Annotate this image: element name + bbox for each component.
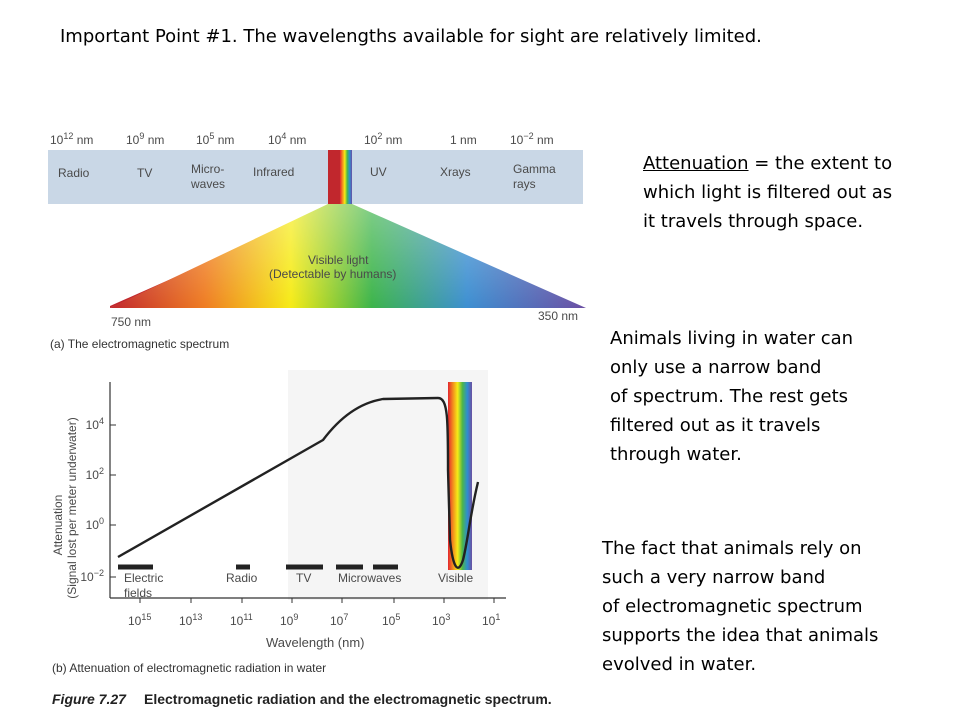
figure-caption: Figure 7.27 Electromagnetic radiation an… bbox=[52, 691, 552, 707]
x-tick-labels: 1015 1013 1011 109 107 105 103 101 bbox=[128, 612, 500, 628]
spectrum-figure: 1012 nm 109 nm 105 nm 104 nm 102 nm 1 nm 10−2 … bbox=[38, 120, 588, 720]
attenuation-curve bbox=[117, 396, 480, 569]
y-tick-label-0: 104 bbox=[86, 416, 104, 432]
evolution-note: The fact that animals rely on such a ver… bbox=[602, 538, 879, 675]
x-tick-label-4: 107 bbox=[330, 612, 348, 628]
band-gamma: Gamma bbox=[513, 162, 556, 176]
figure-b: 104 102 100 10−2 Attenuation (Signal lost p… bbox=[51, 370, 506, 675]
y-axis-sublabel: (Signal lost per meter underwater) bbox=[65, 417, 79, 598]
band-electric: Electric bbox=[124, 571, 163, 585]
band-fields: fields bbox=[124, 586, 152, 600]
band-waves: waves bbox=[190, 177, 225, 191]
caption-b: (b) Attenuation of electromagnetic radia… bbox=[52, 661, 326, 675]
band-tv: TV bbox=[137, 166, 152, 180]
band-rays: rays bbox=[513, 177, 536, 191]
band-tv-b: TV bbox=[296, 571, 311, 585]
x-axis-label: Wavelength (nm) bbox=[266, 635, 365, 650]
wavelength-label-0: 1012 nm bbox=[50, 131, 93, 147]
visible-band-strip bbox=[448, 382, 472, 570]
wavelength-label-2: 105 nm bbox=[196, 131, 234, 147]
band-micro: Micro- bbox=[191, 162, 224, 176]
wavelength-label-3: 104 nm bbox=[268, 131, 306, 147]
y-tick-labels: 104 102 100 10−2 bbox=[80, 416, 104, 584]
y-tick-label-1: 102 bbox=[86, 466, 104, 482]
x-tick-label-6: 103 bbox=[432, 612, 450, 628]
wavelength-label-5: 1 nm bbox=[450, 133, 477, 147]
wavelength-label-6: 10−2 nm bbox=[510, 131, 554, 147]
infrared-strip bbox=[328, 150, 340, 204]
wavelength-labels: 1012 nm 109 nm 105 nm 104 nm 102 nm 1 nm 10−2 … bbox=[50, 131, 554, 147]
slide-title: Important Point #1. The wavelengths avai… bbox=[60, 26, 762, 47]
x-tick-label-3: 109 bbox=[280, 612, 298, 628]
band-infrared: Infrared bbox=[253, 165, 294, 179]
y-axis-label: Attenuation bbox=[51, 495, 65, 556]
spectrum-band-bar bbox=[48, 150, 583, 204]
y-tick-label-3: 10−2 bbox=[80, 568, 104, 584]
visible-fan-highlight bbox=[110, 204, 586, 308]
caption-a: (a) The electromagnetic spectrum bbox=[50, 337, 229, 351]
x-tick-label-5: 105 bbox=[382, 612, 400, 628]
water-note: Animals living in water can only use a n… bbox=[610, 328, 854, 465]
band-uv: UV bbox=[370, 165, 387, 179]
band-radio: Radio bbox=[58, 166, 90, 180]
figure-number: Figure 7.27 bbox=[52, 691, 127, 707]
attenuation-term: Attenuation bbox=[643, 153, 749, 174]
attenuation-definition-text: = the extent to which light is filtered … bbox=[643, 153, 893, 232]
x-tick-label-0: 1015 bbox=[128, 612, 151, 628]
y-tick-label-2: 100 bbox=[86, 516, 104, 532]
x-tick-label-2: 1011 bbox=[230, 612, 253, 628]
x-tick-label-1: 1013 bbox=[179, 612, 202, 628]
x-tick-marks bbox=[139, 598, 495, 603]
figure-a: 1012 nm 109 nm 105 nm 104 nm 102 nm 1 nm 10−2 … bbox=[48, 131, 586, 351]
figure-title-text: Electromagnetic radiation and the electr… bbox=[144, 691, 552, 707]
band-radio-b: Radio bbox=[226, 571, 258, 585]
wavelength-350: 350 nm bbox=[538, 309, 578, 323]
wavelength-label-4: 102 nm bbox=[364, 131, 402, 147]
wavelength-label-1: 109 nm bbox=[126, 131, 164, 147]
visible-strip bbox=[340, 150, 352, 204]
wavelength-750: 750 nm bbox=[111, 315, 151, 329]
band-visible-b: Visible bbox=[438, 571, 473, 585]
attenuation-definition: Attenuation = the extent to which light … bbox=[643, 149, 892, 236]
band-microwaves-b: Microwaves bbox=[338, 571, 401, 585]
detectable-label: (Detectable by humans) bbox=[269, 267, 396, 281]
visible-light-label: Visible light bbox=[308, 253, 369, 267]
y-tick-marks bbox=[110, 424, 116, 578]
x-tick-label-7: 101 bbox=[482, 612, 500, 628]
spectrum-figure-svg: 1012 nm 109 nm 105 nm 104 nm 102 nm 1 nm 10−2 … bbox=[48, 131, 586, 707]
band-xrays: Xrays bbox=[440, 165, 471, 179]
